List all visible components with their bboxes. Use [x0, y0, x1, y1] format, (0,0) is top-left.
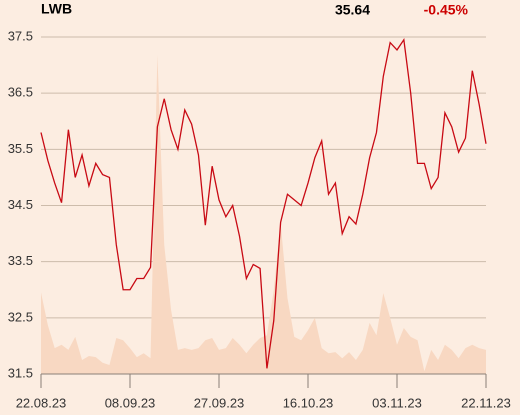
y-tick-label: 33.5	[8, 253, 33, 268]
change: -0.45%	[424, 2, 469, 18]
y-tick-label: 35.5	[8, 141, 33, 156]
x-tick-label: 16.10.23	[283, 395, 334, 410]
y-tick-label: 37.5	[8, 28, 33, 43]
x-tick-label: 22.11.23	[461, 395, 511, 410]
y-tick-label: 32.5	[8, 309, 33, 324]
x-tick-label: 08.09.23	[105, 395, 156, 410]
y-tick-label: 36.5	[8, 85, 33, 100]
x-tick-label: 27.09.23	[194, 395, 245, 410]
chart-title: LWB	[41, 1, 72, 17]
y-tick-label: 34.5	[8, 197, 33, 212]
x-tick-label: 03.11.23	[372, 395, 422, 410]
price-line	[40, 38, 487, 369]
last-price: 35.64	[335, 2, 370, 18]
y-tick-label: 31.5	[8, 365, 33, 380]
x-tick-label: 22.08.23	[16, 395, 67, 410]
volume-area	[41, 54, 486, 375]
